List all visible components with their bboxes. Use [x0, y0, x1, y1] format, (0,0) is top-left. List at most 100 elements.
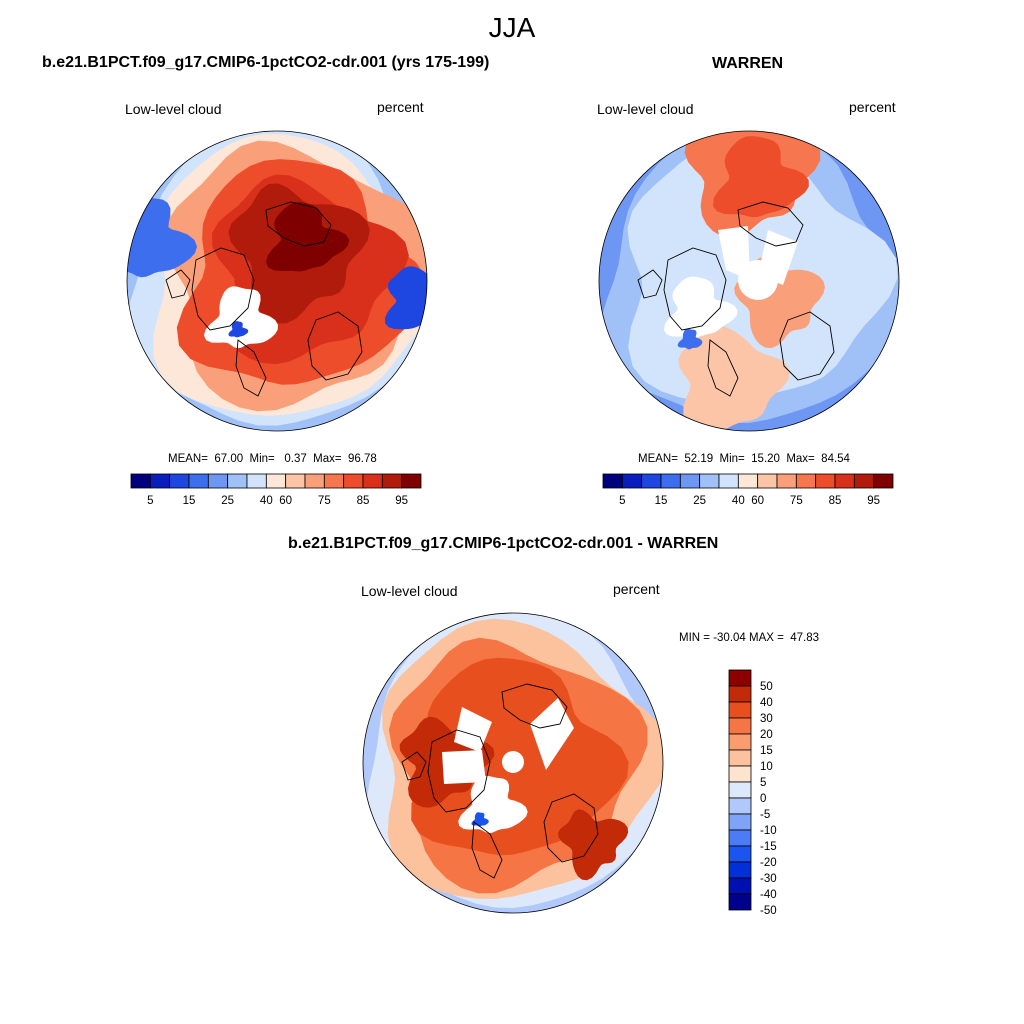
panel-1-colorbar-tick-label: 15 — [183, 495, 196, 507]
panel-2-colorbar-tick-label: 40 — [732, 495, 745, 507]
panel-1-mean-label: MEAN= — [168, 453, 208, 465]
panel-1-max-value: 96.78 — [347, 453, 377, 465]
difference-colorbar-tick-label: 50 — [760, 681, 773, 693]
panel-1-colorbar-swatch — [362, 473, 383, 489]
difference-colorbar-tick-label: 40 — [760, 697, 773, 709]
difference-colorbar-swatch — [728, 701, 752, 719]
panel-2-min-label: Min= — [719, 453, 745, 465]
panel-2-title: WARREN — [712, 55, 784, 72]
panel-1-colorbar-swatch — [227, 473, 248, 489]
panel-2-missing-data — [718, 226, 750, 280]
difference-colorbar-swatch — [728, 813, 752, 831]
panel-1-colorbar-tick-label: 75 — [318, 495, 331, 507]
panel-1-colorbar-swatch — [401, 473, 422, 489]
panel-1-field-contour — [266, 202, 350, 272]
panel-2-colorbar-swatch — [776, 473, 797, 489]
panel-2-colorbar-swatch — [834, 473, 855, 489]
panel-1-colorbar-tick-label: 5 — [147, 495, 153, 507]
difference-colorbar-tick-label: -15 — [760, 841, 777, 853]
panel-2-colorbar-swatch — [795, 473, 817, 489]
panel-2-colorbar-swatch — [815, 473, 836, 489]
difference-colorbar-tick-label: 20 — [760, 729, 773, 741]
panel-2-colorbar: 5 15 25 40 60 75 85 95 — [602, 473, 894, 507]
panel-2-colorbar-tick-label: 60 — [751, 495, 764, 507]
panel-2-field-contour — [678, 325, 790, 431]
difference-colorbar-swatch — [728, 685, 752, 703]
difference-missing-data — [502, 751, 524, 773]
panel-1-field-contour — [203, 286, 278, 349]
panel-2-max-value: 84.54 — [821, 453, 850, 465]
panel-1-coastline — [235, 339, 267, 397]
difference-missing-data — [454, 707, 492, 752]
panel-2-colorbar-tick-label: 25 — [693, 495, 706, 507]
panel-2-min-value: 15.20 — [751, 453, 780, 465]
panel-1-title: b.e21.B1PCT.f09_g17.CMIP6-1pctCO2-cdr.00… — [42, 54, 490, 71]
difference-colorbar-swatch — [728, 765, 752, 783]
panel-1-colorbar-swatch — [304, 473, 325, 489]
panel-2-colorbar-tick-label: 75 — [790, 495, 803, 507]
panel-1-colorbar-swatch — [381, 473, 403, 489]
difference-colorbar-swatch — [728, 893, 752, 911]
difference-colorbar-tick-label: 0 — [760, 793, 766, 805]
panel-1-colorbar-swatch — [265, 473, 287, 489]
panel-2-mean-label: MEAN= — [638, 453, 678, 465]
difference-coastline — [427, 729, 491, 813]
panel-2-colorbar-tick-label: 5 — [619, 495, 625, 507]
difference-colorbar-tick-label: 5 — [760, 777, 766, 789]
panel-1-colorbar-tick-label: 85 — [357, 495, 370, 507]
panel-1-colorbar-tick-label: 60 — [279, 495, 292, 507]
difference-map-boundary — [362, 612, 664, 914]
panel-1-stats: MEAN= 67.00 Min= 0.37 Max= 96.78 — [168, 453, 377, 465]
difference-min-max: MIN = -30.04 MAX = 47.83 — [679, 632, 819, 644]
panel-2-mean-value: 52.19 — [684, 453, 714, 465]
panel-1-colorbar-tick-label: 95 — [395, 495, 408, 507]
difference-colorbar-swatch — [728, 861, 752, 879]
difference-min-value: -30.04 — [713, 632, 746, 644]
difference-variable-label: Low-level cloud — [361, 583, 458, 599]
difference-colorbar-swatch — [728, 733, 752, 751]
panel-1-variable-label: Low-level cloud — [125, 101, 222, 117]
figure-title: JJA — [488, 12, 536, 43]
panel-2-colorbar-swatch — [873, 473, 894, 489]
panel-1-colorbar-swatch — [130, 473, 151, 489]
panel-2-colorbar-swatch — [718, 473, 739, 489]
panel-2-colorbar-swatch — [699, 473, 720, 489]
panel-1-min-label: Min= — [249, 453, 275, 465]
panel-2-colorbar-tick-label: 85 — [829, 495, 842, 507]
difference-coastline — [471, 821, 503, 879]
panel-2-colorbar-swatch — [621, 473, 643, 489]
difference-colorbar-swatch — [728, 845, 752, 863]
panel-2-colorbar-tick-label: 95 — [867, 495, 880, 507]
difference-colorbar-swatch — [728, 781, 752, 799]
panel-2-stats: MEAN= 52.19 Min= 15.20 Max= 84.54 — [638, 453, 850, 465]
panel-2-colorbar-swatch — [641, 473, 662, 489]
difference-colorbar-tick-label: 10 — [760, 761, 773, 773]
panel-2-field-contour — [677, 328, 703, 350]
panel-2-polar-map — [598, 130, 900, 432]
difference-colorbar-tick-label: 15 — [760, 745, 773, 757]
panel-2-colorbar-swatch — [757, 473, 778, 489]
panel-1-coastline — [307, 311, 363, 381]
panel-1-colorbar-swatch — [323, 473, 345, 489]
panel-1-colorbar-tick-label: 40 — [260, 495, 273, 507]
panel-1-map-boundary — [126, 130, 428, 432]
difference-coastline — [401, 751, 427, 781]
panel-1-polar-map — [126, 130, 428, 432]
panel-1-coastline — [165, 269, 191, 299]
panel-1-colorbar: 5 15 25 40 60 75 85 95 — [130, 473, 422, 507]
panel-2-coastline — [663, 247, 727, 331]
difference-title: b.e21.B1PCT.f09_g17.CMIP6-1pctCO2-cdr.00… — [288, 535, 719, 552]
difference-colorbar-tick-label: 30 — [760, 713, 773, 725]
difference-colorbar-swatch — [728, 749, 752, 767]
difference-colorbar-tick-label: -30 — [760, 873, 777, 885]
difference-coastline — [501, 683, 568, 729]
panel-1-field-contour — [127, 195, 197, 278]
panel-2-colorbar-swatch — [737, 473, 759, 489]
difference-colorbar-swatch — [728, 877, 752, 895]
difference-missing-data — [442, 750, 486, 784]
panel-2-field-contour — [663, 276, 738, 338]
panel-2-max-label: Max= — [786, 453, 815, 465]
difference-coastline — [543, 793, 599, 863]
panel-1-min-value: 0.37 — [284, 453, 307, 465]
